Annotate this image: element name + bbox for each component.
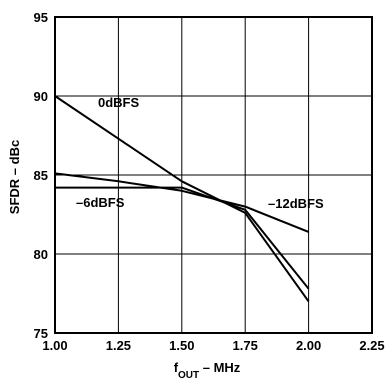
x-axis-label-sub: OUT bbox=[178, 370, 199, 378]
x-tick-label: 2.00 bbox=[296, 338, 321, 353]
x-tick-label: 1.00 bbox=[42, 338, 67, 353]
x-tick-label: 1.75 bbox=[233, 338, 258, 353]
series-label-minus12dbfs: –12dBFS bbox=[268, 196, 324, 211]
x-tick-labels: 1.00 1.25 1.50 1.75 2.00 2.25 bbox=[42, 338, 384, 353]
x-tick-label: 1.25 bbox=[106, 338, 131, 353]
series-line-1 bbox=[55, 186, 310, 290]
y-tick-label: 75 bbox=[34, 326, 48, 341]
series-label-0dbfs: 0dBFS bbox=[98, 95, 140, 110]
y-tick-label: 95 bbox=[34, 10, 48, 25]
plot-frame bbox=[54, 16, 373, 334]
x-axis-label: fOUT – MHz bbox=[174, 360, 241, 378]
x-axis-label-rest: – MHz bbox=[199, 360, 241, 375]
series-line-2 bbox=[54, 172, 309, 233]
x-tick-label: 1.50 bbox=[169, 338, 194, 353]
y-axis-label: SFDR – dBc bbox=[7, 140, 22, 214]
series-labels: 0dBFS –6dBFS –12dBFS bbox=[76, 95, 324, 211]
series-line-0 bbox=[54, 95, 310, 302]
series-lines bbox=[54, 95, 310, 302]
x-tick-label: 2.25 bbox=[359, 338, 384, 353]
y-tick-label: 90 bbox=[34, 89, 48, 104]
x-axis-label-main: f bbox=[174, 360, 179, 375]
series-label-minus6dbfs: –6dBFS bbox=[76, 195, 125, 210]
y-tick-label: 85 bbox=[34, 168, 48, 183]
grid-lines bbox=[54, 16, 373, 334]
y-tick-label: 80 bbox=[34, 247, 48, 262]
y-tick-labels: 75 80 85 90 95 bbox=[34, 10, 48, 341]
